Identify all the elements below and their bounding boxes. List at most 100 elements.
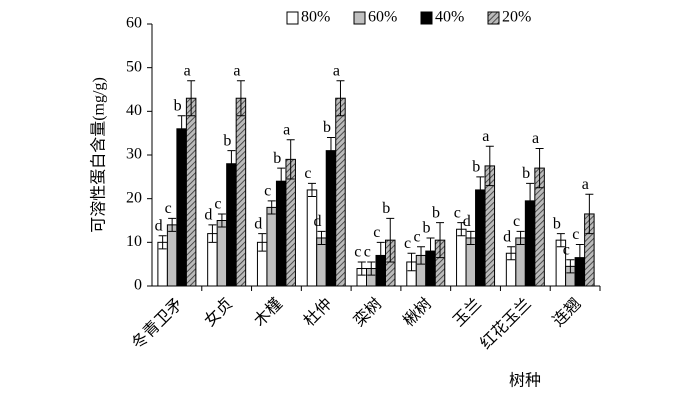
x-tick-label: 玉兰	[450, 295, 485, 330]
error-bar	[376, 241, 385, 270]
y-tick-label: 50	[126, 58, 142, 75]
error-bar	[217, 213, 226, 228]
bar	[226, 163, 237, 287]
bar	[166, 224, 178, 287]
bar	[235, 97, 247, 287]
significance-letter: a	[482, 128, 489, 145]
bar	[335, 97, 346, 287]
significance-letter: a	[532, 130, 539, 147]
error-bar	[168, 217, 177, 232]
significance-letter: a	[582, 176, 589, 193]
significance-letter: a	[283, 121, 290, 138]
significance-letter: d	[313, 213, 321, 230]
significance-letter: b	[432, 204, 440, 221]
significance-letter: c	[214, 196, 221, 213]
error-bar	[485, 145, 494, 187]
bar	[316, 237, 327, 287]
significance-letter: d	[204, 207, 212, 224]
error-bar	[526, 182, 535, 219]
significance-letter: d	[254, 215, 262, 232]
error-bar	[317, 230, 326, 246]
error-bar	[417, 246, 426, 265]
bar	[176, 128, 187, 287]
x-tick-label: 连翘	[549, 295, 584, 330]
y-axis-label: 可溶性蛋白含量(mg/g)	[90, 77, 108, 233]
x-tick-label: 木槿	[251, 295, 286, 330]
error-bar	[476, 176, 485, 204]
legend-label: 20%	[502, 9, 531, 26]
significance-letter: c	[364, 244, 371, 261]
significance-letter: c	[304, 165, 311, 182]
error-bar	[516, 230, 525, 246]
significance-letter: d	[463, 213, 471, 230]
significance-letter: c	[354, 244, 361, 261]
y-tick-label: 0	[134, 277, 142, 294]
x-tick-label: 冬青卫矛	[128, 295, 186, 353]
error-bar	[177, 115, 186, 143]
legend-swatch	[487, 11, 500, 25]
legend-label: 40%	[435, 9, 464, 26]
legend-label: 80%	[301, 9, 330, 26]
error-bar	[566, 259, 575, 274]
bar	[266, 206, 277, 287]
significance-letter: b	[553, 215, 561, 232]
significance-letter: c	[572, 226, 579, 243]
bar	[216, 220, 228, 287]
legend-swatch	[353, 11, 366, 25]
error-bar	[187, 80, 196, 117]
x-tick-label: 杜仲	[300, 295, 335, 330]
significance-letter: c	[264, 183, 271, 200]
significance-letter: c	[373, 224, 380, 241]
bar	[465, 237, 477, 287]
significance-letter: c	[413, 228, 420, 245]
error-bar	[258, 233, 267, 252]
significance-letter: c	[563, 241, 570, 258]
error-bar	[436, 222, 445, 259]
significance-letter: b	[223, 132, 231, 149]
x-tick-label: 红花玉兰	[477, 295, 535, 353]
legend-label: 60%	[368, 9, 397, 26]
significance-letter: b	[174, 97, 182, 114]
significance-letter: d	[155, 217, 163, 234]
error-bar	[227, 150, 236, 178]
error-bar	[466, 230, 475, 246]
significance-letter: b	[423, 220, 431, 237]
error-bar	[208, 224, 217, 243]
error-bar	[236, 80, 245, 117]
significance-letter: b	[273, 150, 281, 167]
error-bar	[556, 233, 565, 248]
error-bar	[357, 261, 366, 276]
error-bar	[535, 147, 544, 189]
bar	[325, 150, 337, 287]
error-bar	[367, 261, 376, 276]
error-bar	[407, 252, 416, 272]
significance-letter: a	[184, 62, 191, 79]
significance-letter: a	[233, 62, 240, 79]
error-bar	[457, 222, 466, 237]
error-bar	[575, 244, 584, 272]
error-bar	[426, 237, 435, 265]
y-tick-label: 40	[126, 102, 142, 119]
y-tick-label: 30	[126, 146, 142, 163]
significance-letter: c	[454, 204, 461, 221]
error-bar	[286, 139, 295, 180]
x-tick-label: 女贞	[200, 294, 236, 330]
legend-swatch	[420, 11, 433, 25]
y-tick-label: 20	[126, 189, 142, 206]
bar	[456, 228, 467, 287]
x-axis-label: 树种	[509, 372, 541, 390]
bar	[475, 189, 486, 287]
significance-letter: c	[165, 200, 172, 217]
legend-swatch	[286, 11, 299, 25]
significance-letter: d	[503, 228, 511, 245]
bar	[275, 180, 287, 287]
significance-letter: b	[323, 119, 331, 136]
y-tick-label: 10	[126, 233, 142, 250]
significance-letter: b	[382, 200, 390, 217]
significance-letter: a	[333, 62, 340, 79]
error-bar	[386, 217, 395, 263]
significance-letter: c	[513, 213, 520, 230]
y-tick-label: 60	[126, 15, 142, 32]
error-bar	[307, 182, 316, 197]
